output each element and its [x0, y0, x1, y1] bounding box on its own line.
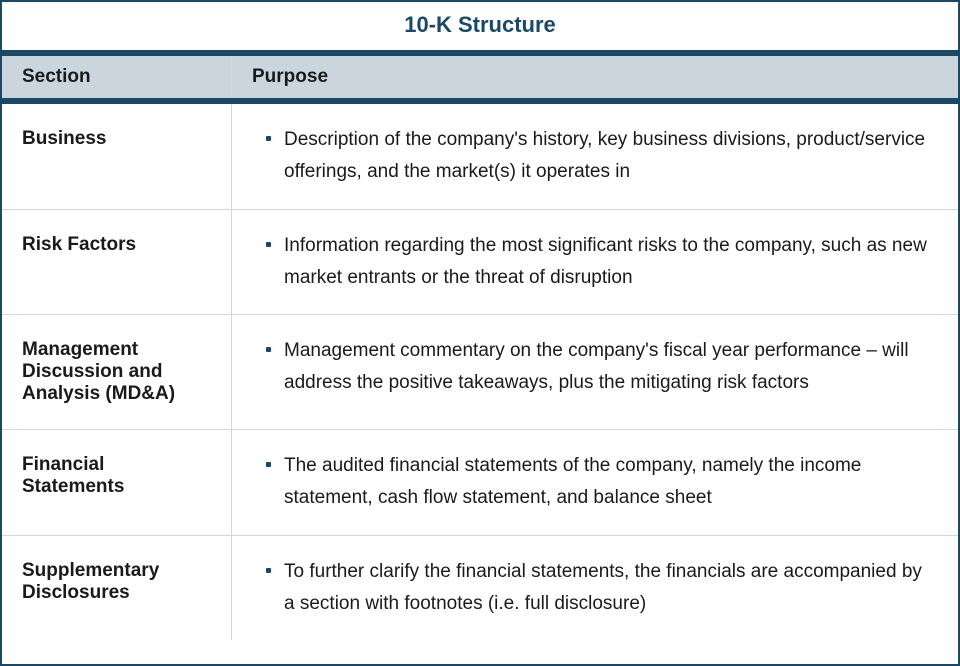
section-cell: Management Discussion and Analysis (MD&A… — [2, 315, 232, 429]
purpose-item: Management commentary on the company's f… — [266, 335, 930, 400]
section-cell: Supplementary Disclosures — [2, 536, 232, 641]
table-row: Supplementary Disclosures To further cla… — [2, 536, 958, 641]
section-cell: Risk Factors — [2, 210, 232, 315]
purpose-item: Description of the company's history, ke… — [266, 124, 930, 189]
purpose-item: Information regarding the most significa… — [266, 230, 930, 295]
table-row: Business Description of the company's hi… — [2, 104, 958, 210]
table-row: Financial Statements The audited financi… — [2, 430, 958, 536]
purpose-cell: Description of the company's history, ke… — [232, 104, 958, 209]
table-row: Management Discussion and Analysis (MD&A… — [2, 315, 958, 430]
purpose-item: To further clarify the financial stateme… — [266, 556, 930, 621]
header-purpose: Purpose — [232, 56, 958, 98]
table-title: 10-K Structure — [2, 2, 958, 50]
purpose-cell: Management commentary on the company's f… — [232, 315, 958, 429]
header-section: Section — [2, 56, 232, 98]
section-cell: Financial Statements — [2, 430, 232, 535]
purpose-cell: Information regarding the most significa… — [232, 210, 958, 315]
purpose-cell: To further clarify the financial stateme… — [232, 536, 958, 641]
purpose-item: The audited financial statements of the … — [266, 450, 930, 515]
purpose-cell: The audited financial statements of the … — [232, 430, 958, 535]
section-cell: Business — [2, 104, 232, 209]
table-container: 10-K Structure Section Purpose Business … — [0, 0, 960, 666]
table-row: Risk Factors Information regarding the m… — [2, 210, 958, 316]
table-header-row: Section Purpose — [2, 50, 958, 104]
